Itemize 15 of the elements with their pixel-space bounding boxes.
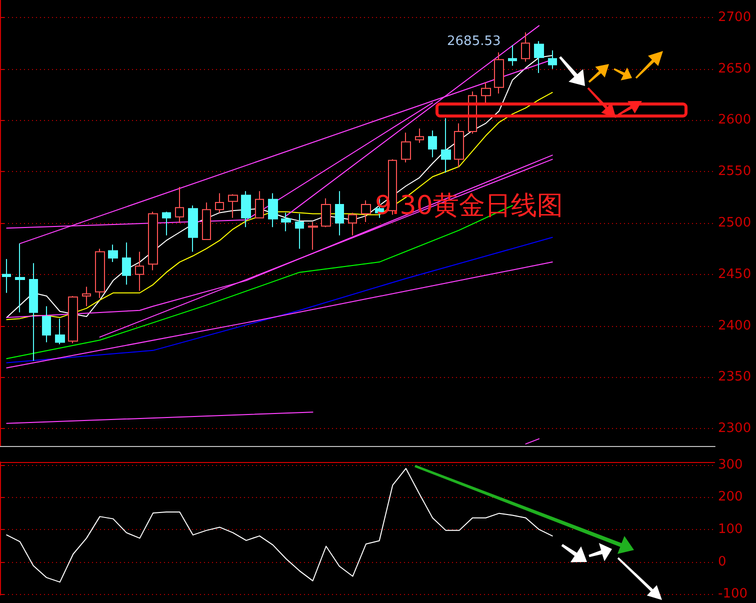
y-tick-label: 2350 [718,370,752,385]
y-tick-label: 2450 [718,266,752,282]
y-tick-label: 2650 [718,61,752,76]
y-tick-label: 200 [718,490,743,505]
y-tick-label: 2600 [718,112,752,128]
y-tick-label: 0 [718,554,726,570]
y-tick-label: 2550 [718,164,752,180]
annotation: 2685.53 [447,34,501,49]
y-tick-label: 2400 [718,318,752,334]
y-tick-label: 2500 [718,216,752,230]
y-tick-label: -100 [718,586,748,602]
y-tick-label: 300 [718,457,743,472]
y-tick-label: 2700 [718,10,752,25]
y-tick-label: 2300 [718,421,752,436]
y-tick-label: 100 [718,522,743,537]
